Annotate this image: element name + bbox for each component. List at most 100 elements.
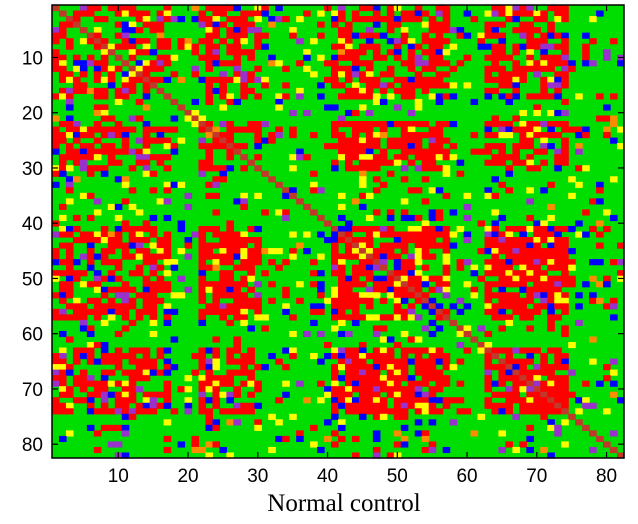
heatmap-cell [100,308,109,315]
heatmap-cell [498,408,507,415]
heatmap-cell [428,358,437,365]
heatmap-cell [533,369,541,376]
heatmap-cell [93,198,102,205]
heatmap-cell [198,347,207,354]
heatmap-cell [205,5,214,12]
heatmap-cell [198,319,207,327]
heatmap-cell [547,419,555,426]
heatmap-cell [561,259,569,266]
heatmap-cell [351,375,360,382]
heatmap-cell [212,347,221,354]
heatmap-cell [561,54,569,61]
heatmap-cell [379,325,388,332]
heatmap-cell [498,430,507,437]
heatmap-cell [358,281,367,288]
heatmap-cell [442,148,451,155]
heatmap-cell [498,248,507,255]
heatmap-cell [512,115,520,122]
heatmap-cell [596,93,604,100]
heatmap-cell [163,43,172,50]
heatmap-cell [170,148,179,155]
heatmap-cell [79,71,88,78]
heatmap-cell [344,21,353,28]
heatmap-cell [205,386,214,393]
heatmap-cell [491,49,500,56]
heatmap-cell [365,137,374,144]
heatmap-cell [226,237,234,244]
heatmap-cell [407,10,416,17]
heatmap-cell [233,16,241,23]
heatmap-cell [540,87,548,94]
heatmap-cell [114,264,123,271]
heatmap-cell [484,242,493,249]
heatmap-cell [247,380,255,387]
heatmap-cell [351,297,360,304]
heatmap-cell [414,104,423,111]
heatmap-cell [128,76,137,83]
heatmap-cell [554,5,562,12]
heatmap-cell [317,82,325,89]
heatmap-cell [58,137,67,144]
heatmap-cell [156,159,165,166]
heatmap-cell [79,303,88,310]
heatmap-cell [526,54,534,61]
heatmap-cell [393,281,402,288]
heatmap-cell [533,253,541,260]
heatmap-cell [344,391,353,398]
heatmap-cell [519,441,527,448]
heatmap-cell [86,358,95,365]
heatmap-cell [240,237,248,244]
heatmap-cell [226,148,234,155]
heatmap-cell [589,16,597,23]
heatmap-cell [142,104,151,111]
heatmap-cell [365,93,374,100]
heatmap-cell [540,10,548,17]
heatmap-cell [526,225,534,233]
heatmap-cell [407,148,416,155]
heatmap-cell [505,248,513,255]
heatmap-cell [533,93,541,100]
heatmap-cell [205,32,214,39]
heatmap-cell [212,165,221,172]
heatmap-cell [554,154,562,161]
heatmap-cell [484,32,493,39]
heatmap-cell [254,76,262,83]
heatmap-cell [212,192,221,199]
heatmap-cell [477,38,486,45]
heatmap-cell [198,38,207,45]
heatmap-cell [547,402,555,409]
heatmap-cell [407,231,416,238]
heatmap-cell [226,452,234,459]
heatmap-cell [65,231,74,238]
heatmap-cell [547,21,555,28]
heatmap-cell [421,65,430,72]
heatmap-cell [526,391,534,398]
heatmap-cell [72,121,81,128]
heatmap-cell [198,237,207,244]
heatmap-cell [540,76,548,83]
heatmap-cell [296,87,304,94]
heatmap-cell [233,65,241,72]
heatmap-cell [372,165,381,172]
heatmap-cell [414,237,423,244]
heatmap-cell [372,413,381,420]
heatmap-cell [233,292,241,299]
heatmap-cell [393,402,402,409]
heatmap-cell [379,159,388,166]
heatmap-cell [491,54,500,61]
heatmap-cell [547,292,555,299]
heatmap-cell [351,314,360,321]
heatmap-cell [484,380,493,387]
heatmap-cell [135,237,144,244]
heatmap-cell [435,137,444,144]
heatmap-cell [240,93,248,100]
heatmap-cell [414,253,423,260]
heatmap-cell [561,237,569,244]
heatmap-cell [526,248,534,255]
heatmap-cell [156,198,165,205]
heatmap-cell [519,402,527,409]
heatmap-cell [93,76,102,83]
heatmap-cell [226,259,234,266]
heatmap-cell [435,10,444,17]
heatmap-cell [212,27,221,34]
